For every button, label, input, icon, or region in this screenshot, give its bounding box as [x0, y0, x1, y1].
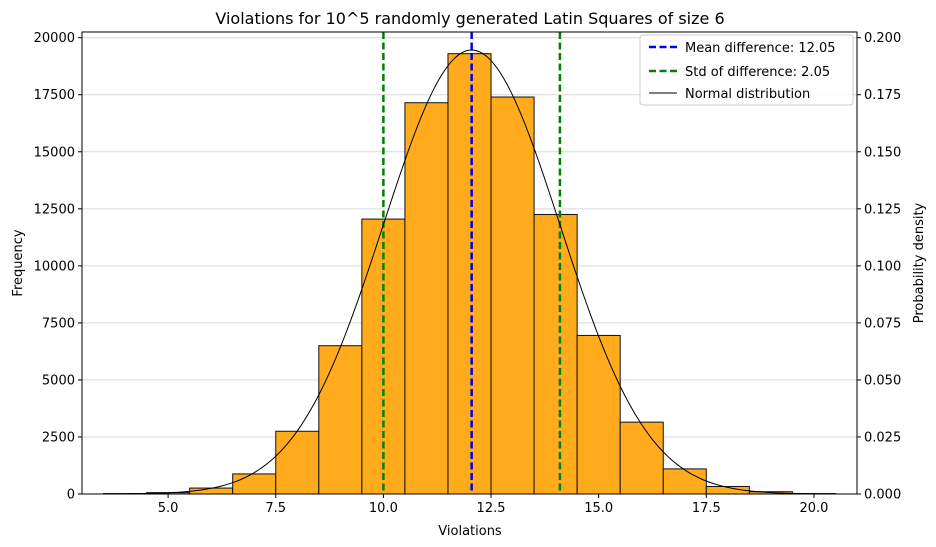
- histogram-bar: [232, 473, 277, 495]
- y-tick-label: 5000: [42, 373, 75, 388]
- y2-tick-label: 0.000: [864, 488, 901, 503]
- x-tick-label: 5.0: [158, 501, 179, 516]
- x-tick-label: 17.5: [692, 501, 721, 516]
- y-axis-ticks: 0 2500 5000 7500 10000 12500 15000 17500 20000: [34, 31, 82, 503]
- histogram-bar: [490, 96, 535, 495]
- y2-tick-label: 0.075: [864, 316, 901, 331]
- legend: Mean difference: 12.05 Std of difference…: [639, 34, 854, 106]
- y2-tick-label: 0.200: [864, 31, 901, 46]
- y-tick-label: 7500: [42, 316, 75, 331]
- histogram-bar: [447, 53, 492, 495]
- histogram-bar: [662, 468, 707, 495]
- y-axis-title: Frequency: [11, 229, 26, 296]
- y2-axis-ticks: 0.000 0.025 0.050 0.075 0.100 0.125 0.150 0.175…: [857, 31, 901, 503]
- x-tick-label: 15.0: [584, 501, 613, 516]
- y2-tick-label: 0.100: [864, 259, 901, 274]
- y-tick-label: 12500: [34, 202, 75, 217]
- y2-tick-label: 0.150: [864, 145, 901, 160]
- x-tick-label: 10.0: [369, 501, 398, 516]
- y2-tick-label: 0.050: [864, 373, 901, 388]
- y-tick-label: 2500: [42, 430, 75, 445]
- histogram-bar: [619, 421, 664, 495]
- y2-tick-label: 0.025: [864, 430, 901, 445]
- histogram-bar: [576, 334, 621, 495]
- legend-label-normal: Normal distribution: [685, 87, 810, 102]
- chart-title: Violations for 10^5 randomly generated L…: [215, 9, 724, 28]
- legend-label-mean: Mean difference: 12.05: [685, 41, 836, 56]
- reference-lines: [382, 32, 562, 494]
- x-tick-label: 12.5: [477, 501, 506, 516]
- y2-tick-label: 0.175: [864, 88, 901, 103]
- y2-tick-label: 0.125: [864, 202, 901, 217]
- histogram-bar: [318, 345, 363, 495]
- plot-frame: [81, 31, 858, 495]
- histogram-bar: [275, 430, 320, 495]
- y-tick-label: 0: [67, 488, 75, 503]
- y2-axis-title: Probability density: [912, 202, 927, 323]
- x-axis-ticks: 5.0 7.5 10.0 12.5 15.0 17.5 20.0: [158, 494, 828, 516]
- histogram-bar: [404, 102, 449, 495]
- legend-box: [639, 34, 854, 106]
- y-tick-label: 15000: [34, 145, 75, 160]
- y-tick-label: 10000: [34, 259, 75, 274]
- x-tick-label: 20.0: [799, 501, 828, 516]
- x-tick-label: 7.5: [265, 501, 286, 516]
- y-tick-label: 17500: [34, 88, 75, 103]
- normal-curve-layer: [125, 49, 814, 495]
- histogram-bar: [533, 214, 578, 495]
- legend-label-std: Std of difference: 2.05: [685, 65, 830, 80]
- x-axis-title: Violations: [438, 524, 502, 539]
- y-tick-label: 20000: [34, 31, 75, 46]
- normal-distribution-curve: [125, 49, 814, 495]
